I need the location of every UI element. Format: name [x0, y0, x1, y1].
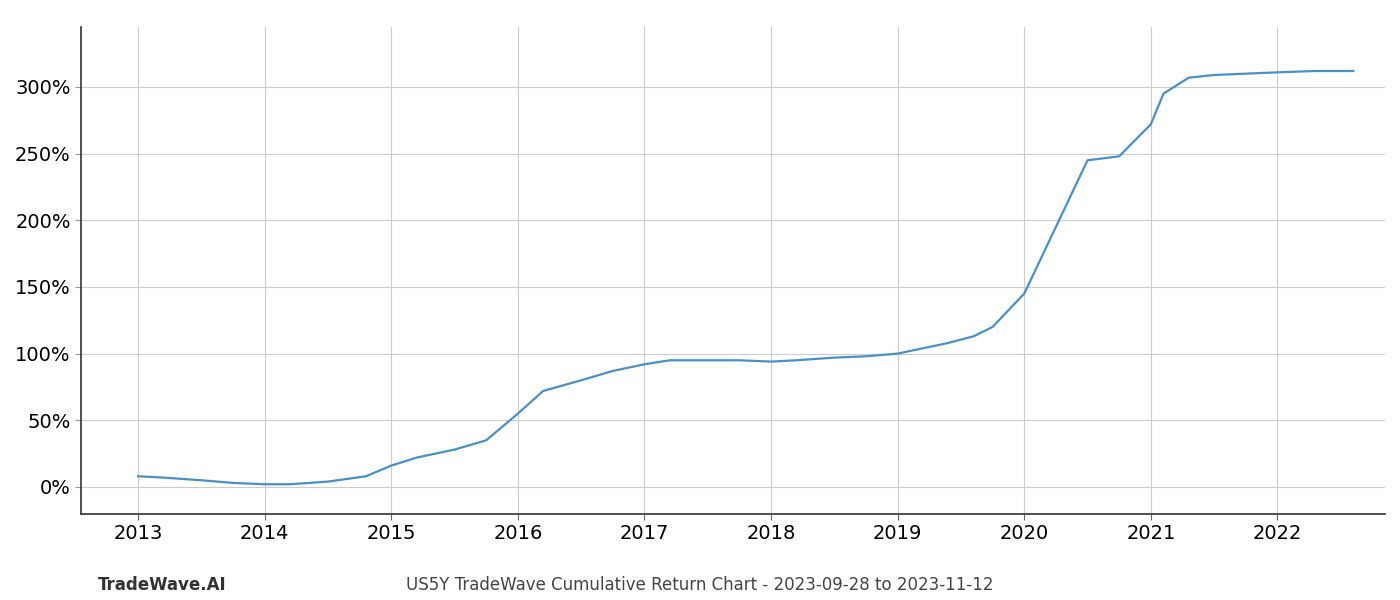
Text: TradeWave.AI: TradeWave.AI — [98, 576, 227, 594]
Text: US5Y TradeWave Cumulative Return Chart - 2023-09-28 to 2023-11-12: US5Y TradeWave Cumulative Return Chart -… — [406, 576, 994, 594]
